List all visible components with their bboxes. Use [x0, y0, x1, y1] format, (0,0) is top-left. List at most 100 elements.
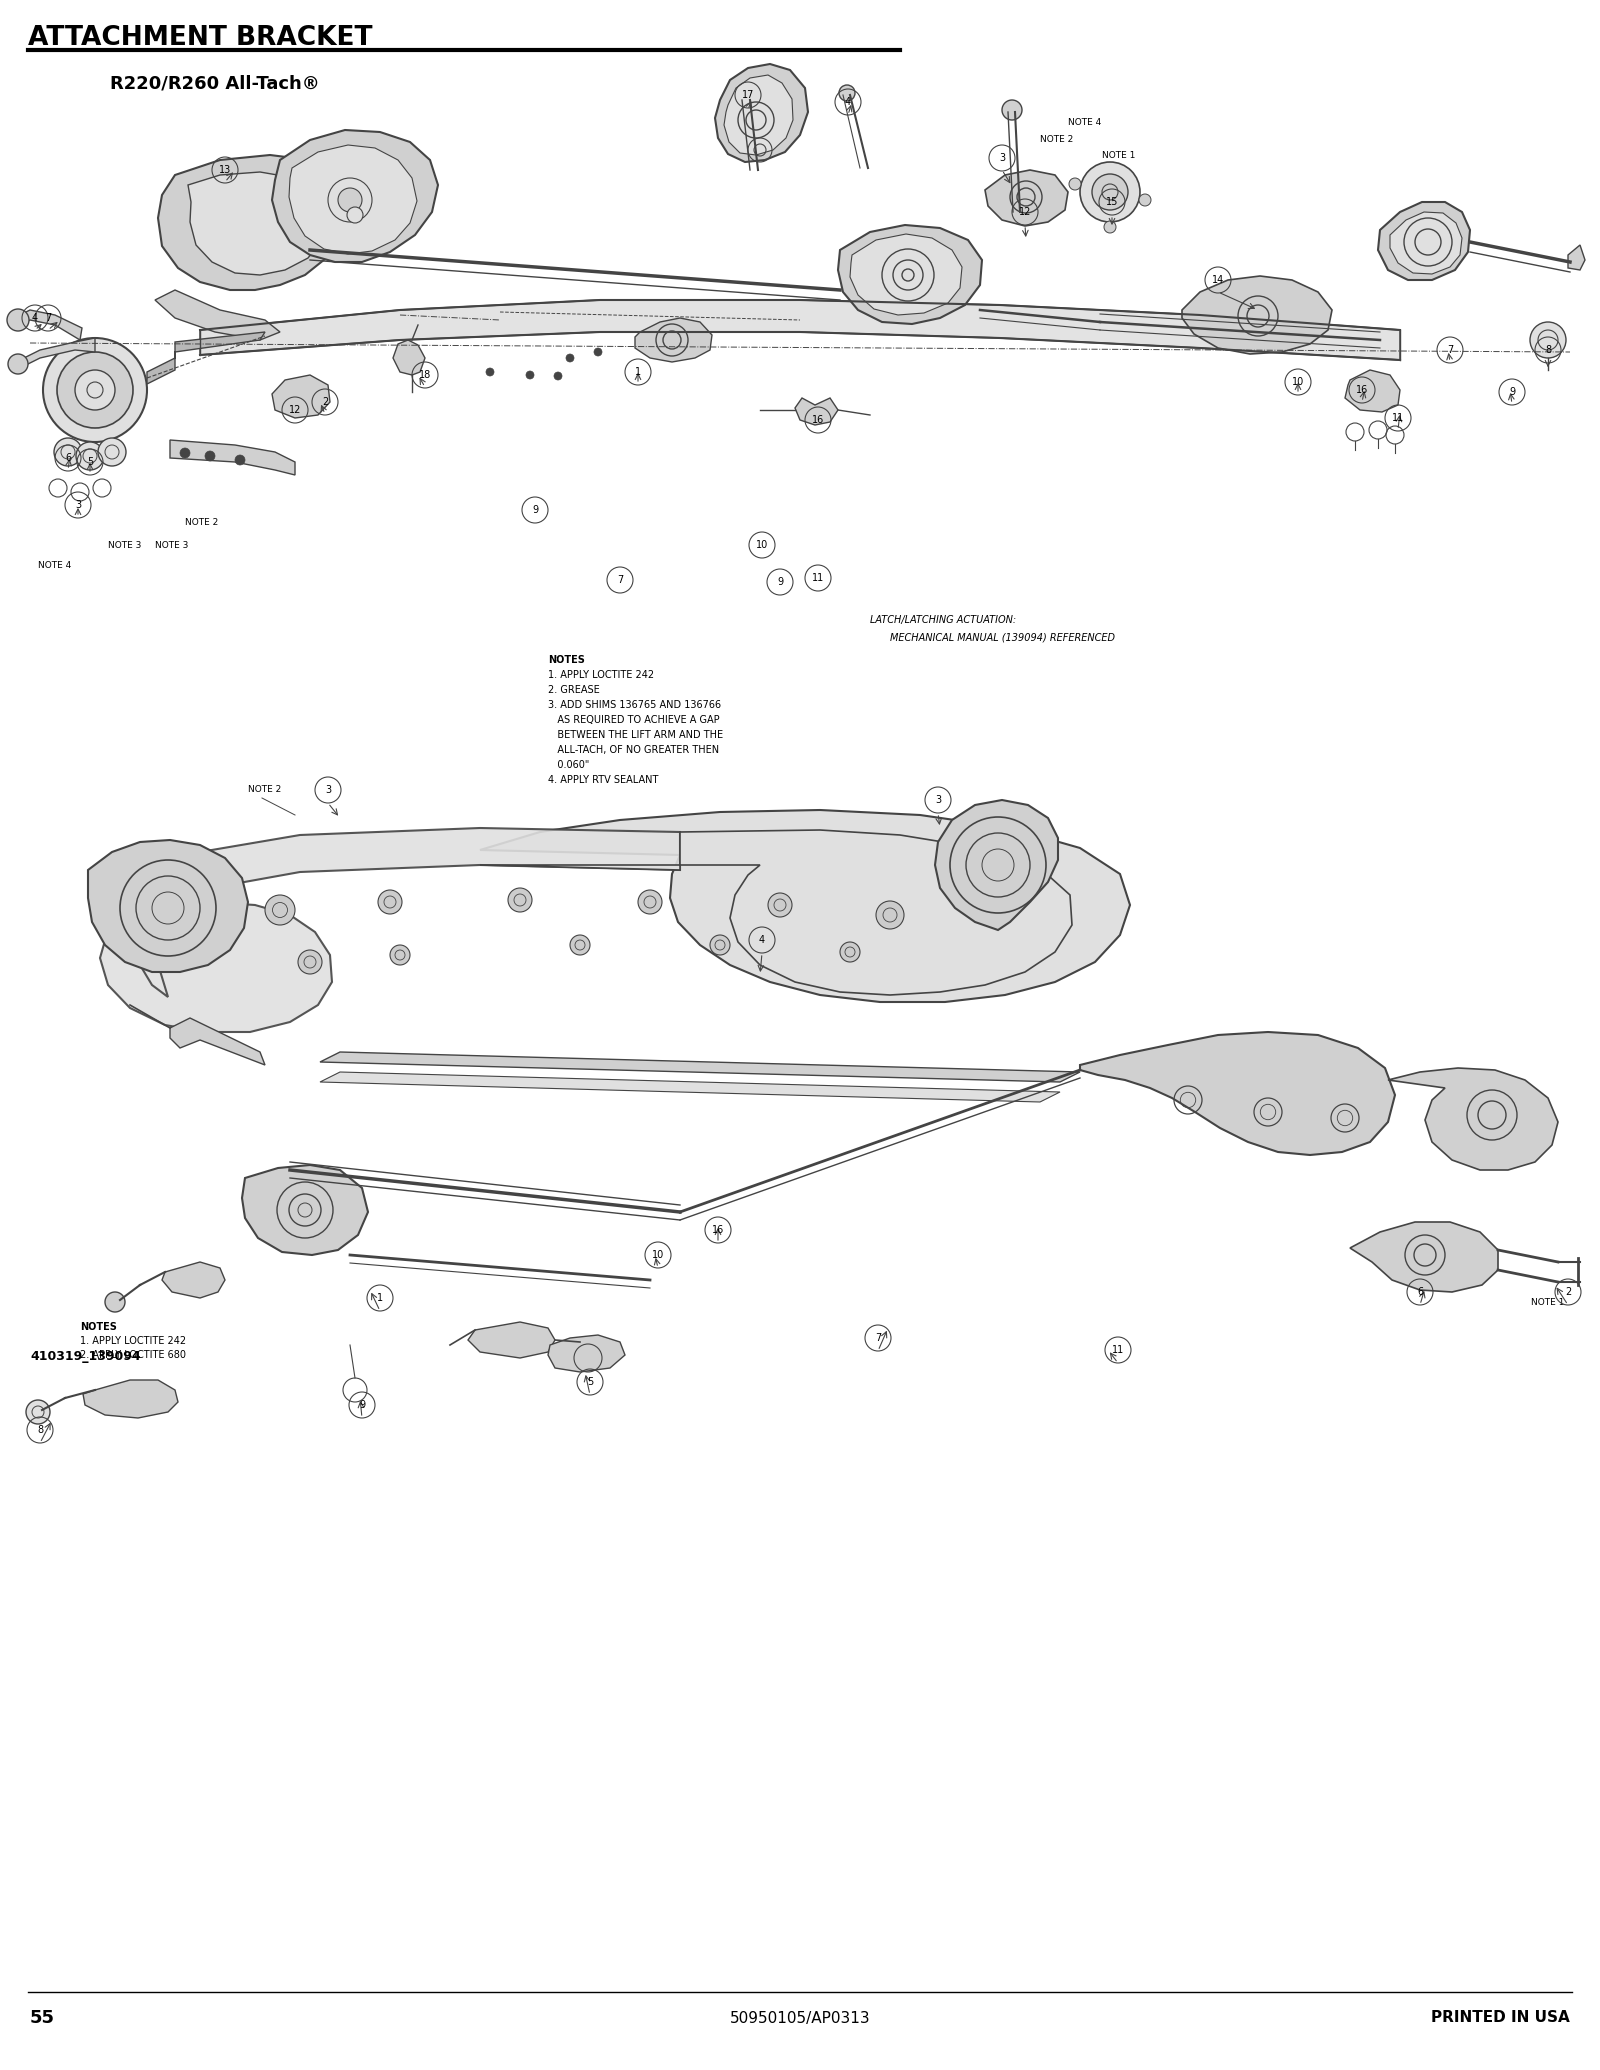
Circle shape [1002, 99, 1022, 120]
Text: 3. ADD SHIMS 136765 AND 136766: 3. ADD SHIMS 136765 AND 136766 [547, 700, 722, 710]
Text: 4: 4 [845, 97, 851, 108]
Text: 4: 4 [758, 936, 765, 946]
Polygon shape [715, 64, 808, 161]
Text: 7: 7 [618, 575, 622, 586]
Polygon shape [1080, 1033, 1395, 1155]
Polygon shape [200, 300, 1400, 360]
Circle shape [390, 946, 410, 965]
Polygon shape [158, 155, 350, 290]
Polygon shape [1346, 371, 1400, 412]
Text: 11: 11 [811, 573, 824, 584]
Text: NOTE 2: NOTE 2 [248, 785, 282, 795]
Circle shape [1139, 195, 1150, 207]
Polygon shape [986, 170, 1069, 226]
Polygon shape [838, 226, 982, 325]
Text: 7: 7 [875, 1333, 882, 1343]
Text: 4: 4 [32, 313, 38, 323]
Text: ATTACHMENT BRACKET: ATTACHMENT BRACKET [29, 25, 373, 52]
Circle shape [744, 89, 760, 106]
Text: 9: 9 [531, 505, 538, 515]
Text: NOTE 1: NOTE 1 [1102, 151, 1136, 159]
Polygon shape [147, 331, 266, 385]
Circle shape [266, 894, 294, 925]
Circle shape [838, 85, 854, 101]
Text: 16: 16 [1355, 385, 1368, 395]
Circle shape [58, 352, 133, 428]
Text: 6: 6 [66, 453, 70, 464]
Polygon shape [1389, 1068, 1558, 1170]
Polygon shape [189, 172, 328, 275]
Text: AS REQUIRED TO ACHIEVE A GAP: AS REQUIRED TO ACHIEVE A GAP [547, 714, 720, 724]
Polygon shape [547, 1335, 626, 1372]
Text: 14: 14 [1211, 275, 1224, 286]
Circle shape [98, 439, 126, 466]
Circle shape [570, 936, 590, 954]
Text: 3: 3 [75, 501, 82, 509]
Circle shape [54, 439, 82, 466]
Text: 10: 10 [651, 1250, 664, 1261]
Polygon shape [1568, 244, 1586, 269]
Circle shape [638, 890, 662, 915]
Text: 16: 16 [712, 1225, 725, 1236]
Text: 5: 5 [587, 1377, 594, 1387]
Polygon shape [242, 1165, 368, 1254]
Text: 18: 18 [419, 371, 430, 381]
Text: 2: 2 [1565, 1288, 1571, 1298]
Text: NOTE 4: NOTE 4 [38, 561, 72, 569]
Circle shape [1080, 161, 1139, 221]
Circle shape [768, 892, 792, 917]
Circle shape [1530, 323, 1566, 358]
Text: 1. APPLY LOCTITE 242: 1. APPLY LOCTITE 242 [547, 671, 654, 681]
Polygon shape [320, 1052, 1080, 1083]
Polygon shape [1182, 275, 1331, 354]
Text: 13: 13 [219, 166, 230, 176]
Text: LATCH/LATCHING ACTUATION:: LATCH/LATCHING ACTUATION: [870, 615, 1016, 625]
Text: 3: 3 [998, 153, 1005, 164]
Text: 1: 1 [635, 366, 642, 377]
Text: 10: 10 [755, 540, 768, 551]
Circle shape [43, 337, 147, 443]
Circle shape [566, 354, 574, 362]
Polygon shape [19, 337, 94, 368]
Circle shape [75, 371, 115, 410]
Text: NOTE 4: NOTE 4 [1069, 118, 1101, 126]
Text: NOTE 3: NOTE 3 [109, 540, 141, 551]
Polygon shape [162, 1263, 226, 1298]
Circle shape [6, 308, 29, 331]
Polygon shape [99, 828, 680, 1033]
Circle shape [347, 207, 363, 224]
Polygon shape [1350, 1221, 1498, 1292]
Polygon shape [480, 809, 1130, 1002]
Text: 5: 5 [86, 457, 93, 468]
Text: 50950105/AP0313: 50950105/AP0313 [730, 2010, 870, 2027]
Text: 15: 15 [1106, 197, 1118, 207]
Text: 4. APPLY RTV SEALANT: 4. APPLY RTV SEALANT [547, 774, 658, 785]
Text: 1: 1 [378, 1294, 382, 1302]
Text: NOTE 2: NOTE 2 [186, 518, 218, 528]
Circle shape [26, 1399, 50, 1424]
Polygon shape [394, 339, 426, 375]
Text: 2: 2 [322, 397, 328, 408]
Circle shape [179, 447, 190, 457]
Text: 9: 9 [1509, 387, 1515, 397]
Circle shape [526, 371, 534, 379]
Text: 12: 12 [290, 406, 301, 414]
Polygon shape [170, 1018, 266, 1064]
Polygon shape [88, 840, 248, 973]
Polygon shape [272, 130, 438, 263]
Circle shape [554, 373, 562, 381]
Text: 0.060": 0.060" [547, 760, 589, 770]
Text: 11: 11 [1392, 414, 1405, 422]
Text: 9: 9 [358, 1399, 365, 1410]
Text: 7: 7 [45, 313, 51, 323]
Circle shape [1104, 221, 1117, 234]
Circle shape [235, 455, 245, 466]
Polygon shape [850, 234, 962, 315]
Text: NOTE 3: NOTE 3 [155, 540, 189, 551]
Polygon shape [1378, 203, 1470, 279]
Text: PRINTED IN USA: PRINTED IN USA [1432, 2010, 1570, 2027]
Polygon shape [723, 75, 794, 155]
Text: 6: 6 [1418, 1288, 1422, 1298]
Text: 2. APPLY LOCTITE 680: 2. APPLY LOCTITE 680 [80, 1350, 186, 1360]
Text: 1. APPLY LOCTITE 242: 1. APPLY LOCTITE 242 [80, 1335, 186, 1346]
